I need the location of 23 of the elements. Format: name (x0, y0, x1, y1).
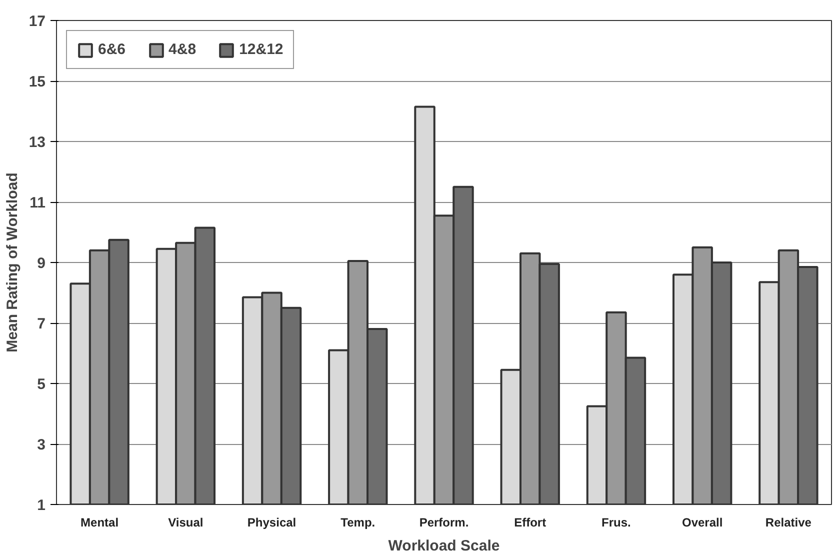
y-tick-label: 17 (28, 13, 46, 30)
legend-label: 6&6 (98, 41, 126, 58)
x-tick-label: Effort (514, 516, 546, 530)
legend-label: 4&8 (168, 41, 196, 58)
y-tick-label: 1 (37, 497, 46, 514)
x-tick-label: Visual (168, 516, 204, 530)
y-tick-label: 9 (37, 255, 46, 272)
x-tick-label: Temp. (340, 516, 376, 530)
y-axis-title: Mean Rating of Workload (4, 172, 21, 352)
x-tick-label: Relative (765, 516, 812, 530)
x-tick-label: Perform. (419, 516, 469, 530)
y-tick-label: 7 (37, 316, 46, 332)
y-tick-label: 13 (28, 134, 46, 151)
x-tick-label: Frus. (602, 516, 631, 530)
x-tick-label: Mental (80, 516, 119, 530)
y-tick-label: 11 (30, 194, 46, 212)
x-tick-label: Physical (247, 516, 296, 530)
x-tick-label: Overall (682, 516, 723, 530)
y-tick-label: 5 (37, 376, 46, 393)
x-axis-title: Workload Scale (388, 538, 500, 554)
y-tick-label: 3 (37, 436, 46, 454)
y-tick-label: 15 (28, 74, 46, 90)
legend-label: 12&12 (239, 41, 284, 58)
